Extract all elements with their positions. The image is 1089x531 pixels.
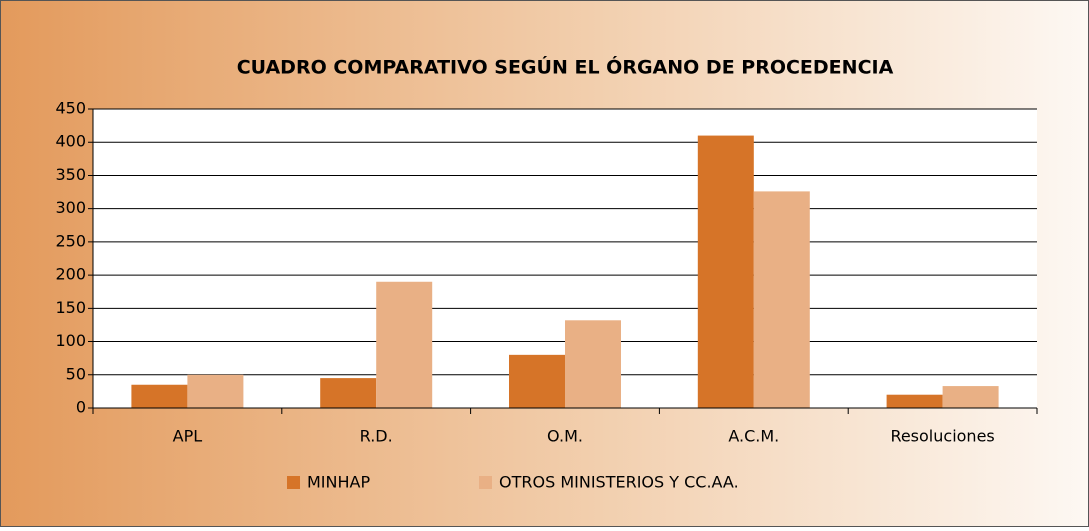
bar [753,191,810,408]
x-tick-label: R.D. [360,427,393,446]
legend-swatch [287,476,300,489]
legend-swatch [479,476,492,489]
y-tick-label: 150 [55,298,86,317]
x-tick-label: APL [173,427,203,446]
bar [565,320,621,408]
y-tick-label: 400 [55,132,86,151]
x-tick-label: O.M. [547,427,583,446]
y-tick-label: 200 [55,265,86,284]
y-tick-label: 50 [66,364,86,383]
bar [697,135,754,409]
x-tick-label: Resoluciones [890,427,994,446]
y-tick-label: 450 [55,99,86,118]
bar [376,281,433,408]
bar [886,394,943,408]
x-tick-label: A.C.M. [728,427,779,446]
bar [187,374,244,408]
bar [131,384,188,408]
y-tick-label: 100 [55,331,86,350]
bar [320,378,377,408]
chart-title: CUADRO COMPARATIVO SEGÚN EL ÓRGANO DE PR… [237,55,894,79]
y-tick-label: 350 [55,165,86,184]
y-tick-label: 250 [55,231,86,250]
bar [509,354,565,408]
legend-label: MINHAP [307,473,370,492]
bar [942,386,999,408]
y-tick-label: 300 [55,198,86,217]
y-tick-label: 0 [76,398,86,417]
legend-label: OTROS MINISTERIOS Y CC.AA. [499,473,739,492]
